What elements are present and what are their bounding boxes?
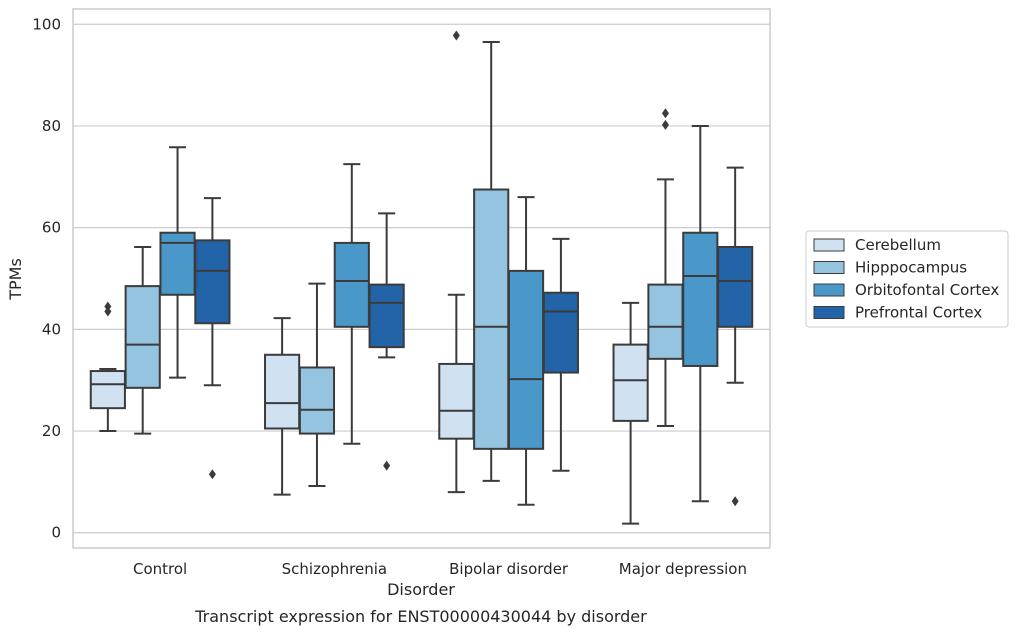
box-cerebellum	[438, 30, 475, 494]
box-iqr	[194, 239, 231, 325]
box-prefrontal-cortex	[368, 212, 405, 471]
legend-label: Prefrontal Cortex	[855, 304, 982, 322]
plot-frame	[72, 8, 771, 549]
legend-swatch	[813, 238, 845, 252]
outlier-point	[383, 460, 391, 471]
y-axis-ticks: 0 20 40 60 80 100	[32, 15, 61, 541]
box-iqr	[438, 362, 475, 440]
box-hipppocampus	[647, 108, 684, 427]
box-iqr	[264, 353, 301, 430]
box-iqr	[682, 231, 719, 367]
x-tick-label: Schizophrenia	[282, 560, 387, 578]
box-iqr	[473, 188, 510, 450]
box-prefrontal-cortex	[717, 166, 754, 507]
x-axis-ticks: Control Schizophrenia Bipolar disorder Majo…	[133, 560, 747, 578]
y-tick-label: 100	[32, 15, 61, 33]
box-orbitofontal-cortex	[333, 163, 370, 445]
outlier-point	[452, 30, 460, 41]
legend-label: Hipppocampus	[855, 259, 967, 277]
box-iqr	[333, 241, 370, 328]
y-tick-label: 40	[42, 320, 61, 338]
y-axis-label: TPMs	[6, 258, 25, 301]
y-tick-label: 60	[42, 219, 61, 237]
box-iqr	[89, 370, 126, 410]
outlier-point	[104, 301, 112, 312]
grid-lines	[73, 23, 770, 534]
box-iqr	[368, 283, 405, 349]
legend: Cerebellum Hipppocampus Orbitofontal Corte…	[805, 230, 1009, 328]
box-hipppocampus	[298, 282, 336, 487]
box-orbitofontal-cortex	[159, 146, 196, 379]
box-cerebellum	[264, 317, 301, 496]
legend-item: Hipppocampus	[813, 259, 967, 277]
y-tick-label: 80	[42, 117, 61, 135]
box-cerebellum	[612, 301, 649, 525]
legend-swatch	[813, 306, 845, 319]
legend-item: Cerebellum	[813, 236, 941, 254]
legend-swatch	[813, 261, 845, 274]
outlier-point	[661, 119, 669, 130]
box-iqr	[507, 269, 545, 450]
legend-swatch	[813, 283, 845, 297]
y-tick-label: 0	[51, 524, 61, 542]
box-iqr	[298, 366, 336, 435]
legend-label: Cerebellum	[855, 236, 941, 254]
x-axis-label: Disorder	[387, 580, 455, 599]
legend-frame	[805, 230, 1009, 328]
box-iqr	[124, 285, 161, 389]
box-orbitofontal-cortex	[507, 196, 545, 506]
box-iqr	[647, 283, 684, 360]
box-orbitofontal-cortex	[682, 124, 719, 503]
box-prefrontal-cortex	[542, 237, 579, 472]
x-tick-label: Major depression	[619, 560, 747, 578]
box-prefrontal-cortex	[194, 197, 231, 480]
outlier-point	[104, 306, 112, 317]
box-iqr	[542, 291, 579, 374]
box-iqr	[717, 245, 754, 328]
box-cerebellum	[89, 301, 126, 433]
box-hipppocampus	[124, 245, 161, 435]
box-iqr	[612, 343, 649, 422]
outlier-point	[731, 496, 739, 507]
box-plot-area	[89, 30, 754, 525]
chart-caption: Transcript expression for ENST0000043004…	[194, 607, 647, 626]
legend-item: Orbitofontal Cortex	[813, 281, 999, 299]
legend-items: Cerebellum Hipppocampus Orbitofontal Corte…	[813, 236, 999, 322]
box-hipppocampus	[473, 41, 510, 482]
legend-label: Orbitofontal Cortex	[855, 281, 999, 299]
x-tick-label: Control	[133, 560, 187, 578]
y-tick-label: 20	[42, 422, 61, 440]
outlier-point	[208, 469, 216, 480]
outlier-point	[661, 108, 669, 119]
x-tick-label: Bipolar disorder	[449, 560, 569, 578]
legend-item: Prefrontal Cortex	[813, 304, 982, 322]
